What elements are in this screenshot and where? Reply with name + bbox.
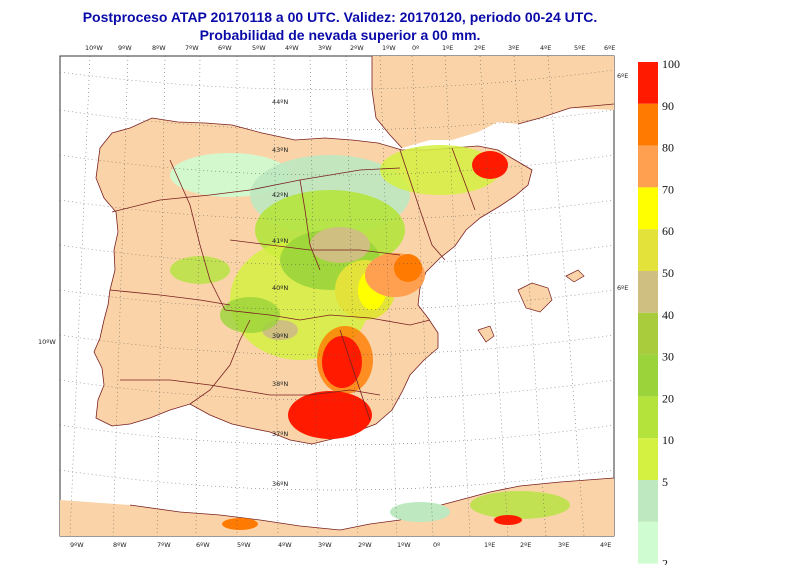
legend-level-label: 10: [662, 433, 674, 447]
lon-label-bottom: 2ºW: [358, 541, 372, 549]
legend-swatch: [638, 103, 658, 146]
lon-label-bottom: 4ºE: [600, 541, 611, 549]
lon-label-top: 3ºE: [508, 44, 519, 52]
mallorca: [517, 282, 553, 313]
legend-swatch: [638, 229, 658, 271]
lon-label-top: 7ºW: [185, 44, 199, 52]
lon-label-bottom: 9ºW: [70, 541, 84, 549]
lon-label-bottom: 3ºW: [318, 541, 332, 549]
lat-label: 38ºN: [272, 380, 288, 388]
legend-swatch: [638, 62, 658, 104]
lat-label: 42ºN: [272, 191, 288, 199]
legend-swatch: [638, 438, 658, 480]
legend-level-label: 90: [662, 99, 674, 113]
legend-level-label: 2: [662, 557, 668, 565]
lon-label-top: 1ºW: [382, 44, 396, 52]
color-legend: 100 90 80 70 60 50 40 30 20 10 5 2: [638, 57, 680, 565]
lon-label-top: 10ºW: [85, 44, 103, 52]
longitude-labels-bottom: 9ºW 8ºW 7ºW 6ºW 5ºW 4ºW 3ºW 2ºW 1ºW 0º 1ºE 2ºE 3ºE 4º…: [70, 541, 611, 549]
lon-label-top: 4ºE: [540, 44, 551, 52]
lon-label-top: 1ºE: [442, 44, 453, 52]
africa-land: [60, 478, 614, 536]
lon-label-bottom: 3ºE: [558, 541, 569, 549]
legend-level-label: 30: [662, 350, 674, 364]
legend-level-label: 20: [662, 391, 674, 405]
lon-label-bottom: 1ºE: [484, 541, 495, 549]
lat-label: 44ºN: [272, 98, 288, 106]
lat-label: 39ºN: [272, 332, 288, 340]
menorca: [565, 269, 585, 283]
lon-label-top: 4ºW: [285, 44, 299, 52]
lon-label-bottom: 4ºW: [278, 541, 292, 549]
lon-label-top: 6ºE: [604, 44, 615, 52]
right-mid-label: 6ºE: [617, 284, 628, 292]
lon-label-top: 3ºW: [318, 44, 332, 52]
graticule: [60, 56, 614, 536]
right-top-label: 6ºE: [617, 72, 628, 80]
probability-shading: [170, 145, 570, 530]
legend-swatch: [638, 480, 658, 522]
lon-label-bottom: 7ºW: [157, 541, 171, 549]
legend-level-label: 100: [662, 57, 680, 71]
longitude-labels-top: 10ºW 9ºW 8ºW 7ºW 6ºW 5ºW 4ºW 3ºW 2ºW 1ºW 0º 1ºE 2ºE 3…: [85, 44, 615, 52]
lon-label-bottom: 5ºW: [237, 541, 251, 549]
lat-label: 41ºN: [272, 237, 288, 245]
legend-swatch: [638, 312, 658, 355]
lat-label: 36ºN: [272, 480, 288, 488]
lon-label-top: 9ºW: [118, 44, 132, 52]
lon-label-top: 5ºW: [252, 44, 266, 52]
lon-label-top: 0º: [412, 44, 419, 52]
lon-label-top: 6ºW: [218, 44, 232, 52]
regional-borders: [109, 147, 476, 421]
legend-swatch: [638, 145, 658, 188]
lon-label-top: 2ºW: [350, 44, 364, 52]
legend-level-label: 40: [662, 308, 674, 322]
legend-swatch: [638, 271, 658, 313]
legend-swatch: [638, 521, 658, 564]
legend-level-label: 50: [662, 266, 674, 280]
lon-label-bottom: 0º: [433, 541, 440, 549]
chart-title: Postproceso ATAP 20170118 a 00 UTC. Vali…: [82, 9, 598, 25]
chart-subtitle: Probabilidad de nevada superior a 00 mm.: [199, 27, 481, 43]
lat-label: 37ºN: [272, 430, 288, 438]
lon-label-bottom: 1ºW: [397, 541, 411, 549]
latitude-labels: 44ºN 43ºN 42ºN 41ºN 40ºN 39ºN 38ºN 37ºN 36ºN: [272, 98, 288, 488]
lat-label: 40ºN: [272, 284, 288, 292]
legend-swatch: [638, 354, 658, 397]
lon-label-bottom: 6ºW: [196, 541, 210, 549]
legend-level-label: 60: [662, 224, 674, 238]
legend-level-label: 5: [662, 475, 668, 489]
legend-swatch: [638, 187, 658, 230]
left-mid-label: 10ºW: [38, 338, 56, 346]
lat-label: 43ºN: [272, 146, 288, 154]
lon-label-bottom: 2ºE: [520, 541, 531, 549]
lon-label-top: 5ºE: [574, 44, 585, 52]
legend-level-label: 80: [662, 141, 674, 155]
lon-label-bottom: 8ºW: [113, 541, 127, 549]
legend-level-label: 70: [662, 182, 674, 196]
legend-swatch: [638, 396, 658, 439]
lon-label-top: 8ºW: [152, 44, 166, 52]
ibiza: [477, 325, 495, 343]
lon-label-top: 2ºE: [474, 44, 485, 52]
france-land: [372, 56, 614, 148]
